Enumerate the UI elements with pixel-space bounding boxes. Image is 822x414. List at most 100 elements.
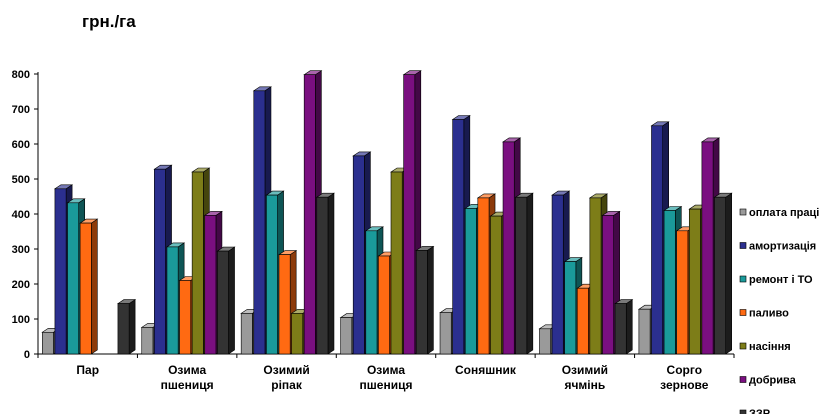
legend-label: амортизація <box>749 241 816 253</box>
bar-side <box>625 299 633 355</box>
bar-front <box>515 196 528 355</box>
bar-front <box>266 194 278 355</box>
bar-front <box>240 313 253 355</box>
bar-front <box>117 303 130 355</box>
legend-swatch <box>739 409 747 414</box>
chart-title: грн./га <box>82 12 136 31</box>
bar-front <box>464 208 477 355</box>
bar-front <box>714 196 726 355</box>
bar-front <box>79 222 92 355</box>
legend-swatch <box>739 275 747 283</box>
category-labels: Пар Озима пшениця Озимий ріпак Озима пшениця Со… <box>76 363 708 392</box>
bar-front <box>439 312 452 355</box>
legend-item: насіння <box>739 341 791 353</box>
bar-front <box>378 255 390 355</box>
category-label: Сорго зернове <box>660 363 709 392</box>
y-tick-label: 300 <box>12 244 30 256</box>
bar-front <box>217 250 229 355</box>
bar-side <box>526 192 534 355</box>
bar-front <box>688 208 701 355</box>
category-label: Озимий ріпак <box>263 363 309 392</box>
y-tick-label: 100 <box>12 314 30 326</box>
bar-side <box>427 245 434 355</box>
legend-label: ремонт і ТО <box>749 274 813 286</box>
bar-front <box>303 74 316 355</box>
category-label: Соняшник <box>455 363 517 377</box>
legend-label: насіння <box>749 341 791 353</box>
category-label: Озима пшениця <box>161 363 214 392</box>
legend-item: амортизація <box>739 241 816 253</box>
bar-front <box>415 250 428 355</box>
bars <box>41 70 733 355</box>
y-tick-label: 700 <box>12 104 30 116</box>
y-tick-label: 400 <box>12 209 30 221</box>
legend-swatch <box>739 376 747 383</box>
bar-front <box>67 202 80 355</box>
y-tick-label: 800 <box>12 69 30 81</box>
legend-label: добрива <box>749 375 797 387</box>
legend-label: паливо <box>749 308 789 320</box>
bar-front <box>166 246 179 355</box>
bar <box>514 192 534 355</box>
bar <box>614 299 634 355</box>
bar-front <box>564 261 577 355</box>
bar-front <box>651 125 663 355</box>
bar-front <box>352 155 365 355</box>
bar-side <box>128 299 136 355</box>
bar-front <box>179 280 192 355</box>
bar-front <box>490 215 502 355</box>
y-tick-label: 600 <box>12 139 30 151</box>
bar-side <box>228 246 235 355</box>
bar-front <box>365 230 378 355</box>
legend-item: добрива <box>739 375 797 387</box>
bar-front <box>701 141 714 355</box>
bar <box>79 218 99 355</box>
bar <box>315 192 335 355</box>
bar-front <box>291 313 304 355</box>
bar-front <box>390 171 403 355</box>
legend-item: оплата праці <box>739 207 819 219</box>
bar-front <box>42 331 54 355</box>
bar-front <box>54 188 67 355</box>
bar-front <box>638 308 651 355</box>
bar-side <box>327 192 335 355</box>
bar-front <box>452 119 465 355</box>
category-label: Озимий ячмінь <box>562 363 608 392</box>
bar-front <box>316 196 329 355</box>
bar-front <box>614 303 627 355</box>
legend-item: ЗЗР <box>739 408 770 414</box>
bar-side <box>725 192 732 355</box>
legend-swatch <box>739 342 747 350</box>
bar-front <box>340 317 353 355</box>
legend-label: ЗЗР <box>749 408 770 414</box>
bar <box>216 246 236 355</box>
y-tick-label: 0 <box>24 349 30 361</box>
bar <box>713 192 733 355</box>
legend-item: паливо <box>739 308 789 320</box>
bar-front <box>154 168 166 355</box>
bar-front <box>551 194 564 355</box>
bar-front <box>204 215 217 355</box>
bar <box>415 245 435 355</box>
category-label: Пар <box>76 363 99 377</box>
bar-front <box>253 90 266 355</box>
bar-side <box>91 218 98 355</box>
bar-front <box>576 287 589 355</box>
legend-item: ремонт і ТО <box>739 274 813 286</box>
bar-front <box>539 328 551 355</box>
bar-front <box>589 197 602 355</box>
legend-label: оплата праці <box>749 207 819 219</box>
category-label: Озима пшениця <box>360 363 413 392</box>
bar-front <box>502 141 515 355</box>
bar-front <box>602 215 614 355</box>
legend-swatch <box>739 208 747 216</box>
legend-swatch <box>739 309 747 316</box>
y-tick-label: 500 <box>12 174 30 186</box>
bar-front <box>141 327 154 355</box>
legend-swatch <box>739 242 747 249</box>
bar-front <box>477 197 490 355</box>
bar-front <box>663 210 676 355</box>
bar-front <box>403 74 416 355</box>
bar-front <box>278 254 291 355</box>
